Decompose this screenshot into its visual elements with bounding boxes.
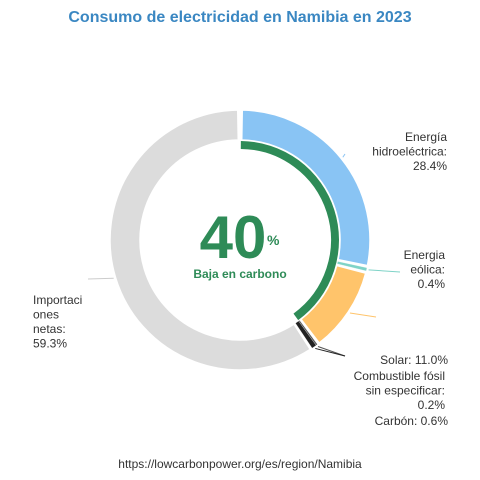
- center-label: Baja en carbono: [193, 267, 286, 281]
- leader-carbon: [315, 347, 346, 357]
- low-carbon-arc: [240, 141, 339, 321]
- label-energia-eolica: Energia eólica: 0.4%: [404, 248, 446, 291]
- label-energia-hidroelectrica: Energía hidroeléctrica: 28.4%: [372, 130, 447, 173]
- center-value: 40: [200, 204, 267, 271]
- source-url: https://lowcarbonpower.org/es/region/Nam…: [118, 457, 362, 471]
- slice-carbon: [295, 320, 317, 349]
- leader-importaciones-netas: [87, 277, 114, 280]
- label-carbon: Carbón: 0.6%: [375, 414, 449, 428]
- leader-lines: [87, 153, 401, 357]
- label-combustible-fosil-sin-especificar: Combustible fósil sin especificar: 0.2%: [354, 369, 446, 412]
- center-unit: %: [267, 232, 280, 248]
- leader-energia-hidroelectrica: [342, 153, 346, 158]
- outer-ring: [109, 109, 371, 371]
- leader-energia-eolica: [368, 269, 401, 273]
- chart-title: Consumo de electricidad en Namibia en 20…: [68, 9, 412, 26]
- slice-solar: [299, 264, 367, 345]
- slice-labels: Energía hidroeléctrica: 28.4% Energia eólica…: [33, 130, 448, 428]
- inner-ring: [240, 141, 339, 321]
- slice-energia-hidroelectrica: [240, 109, 371, 267]
- label-solar: Solar: 11.0%: [380, 353, 448, 367]
- center-readout: 40 % Baja en carbono: [193, 204, 286, 281]
- slice-importaciones-netas: [109, 109, 312, 371]
- slice-energia-eolica: [336, 261, 368, 272]
- label-importaciones-netas: Importaci ones netas: 59.3%: [33, 293, 82, 351]
- leader-solar: [349, 312, 377, 318]
